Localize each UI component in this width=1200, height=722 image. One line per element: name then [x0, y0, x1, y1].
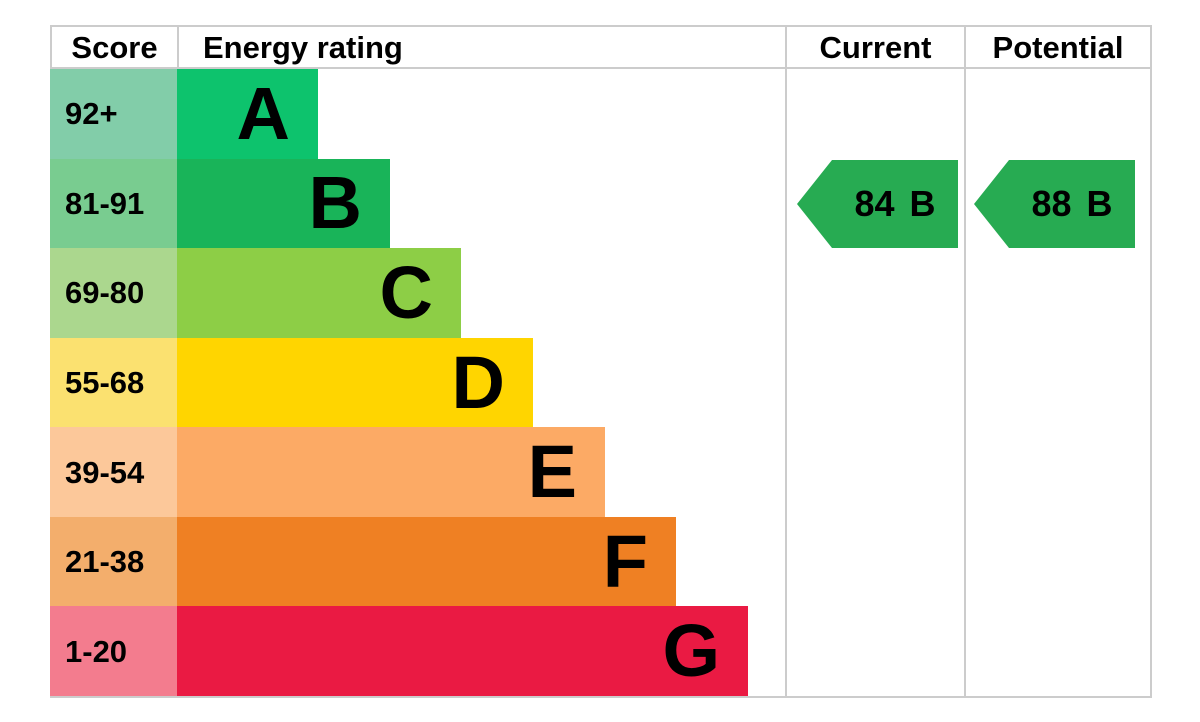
chart-header-row: Score Energy rating Current Potential [50, 25, 1152, 69]
score-range-c: 69-80 [50, 248, 177, 338]
potential-rating-arrow: 88 B [974, 160, 1135, 248]
score-range-f: 21-38 [50, 516, 177, 607]
band-row-a: 92+ A [50, 69, 785, 159]
current-column: 84 B [785, 69, 964, 696]
potential-score-value: 88 [1031, 183, 1072, 224]
band-bar-e: E [177, 427, 605, 517]
score-range-e: 39-54 [50, 427, 177, 517]
header-current: Current [785, 27, 964, 67]
header-potential: Potential [964, 27, 1152, 67]
band-row-b: 81-91 B [50, 158, 785, 249]
band-bar-f: F [177, 516, 676, 607]
score-range-a: 92+ [50, 69, 177, 159]
band-row-d: 55-68 D [50, 337, 785, 428]
band-row-g: 1-20 G [50, 606, 785, 697]
chart-body: 92+ A 81-91 B 69-80 C 55-68 D 39-54 E 21-38 F 1-20 G … [50, 69, 1152, 698]
band-bar-d: D [177, 337, 533, 428]
band-bar-b: B [177, 158, 390, 249]
epc-chart: Score Energy rating Current Potential 92… [50, 25, 1152, 698]
band-row-e: 39-54 E [50, 427, 785, 517]
current-grade-letter: B [909, 183, 936, 224]
potential-grade-letter: B [1086, 183, 1113, 224]
bands-area: 92+ A 81-91 B 69-80 C 55-68 D 39-54 E 21-38 F 1-20 G [50, 69, 785, 697]
band-bar-a: A [177, 69, 318, 159]
header-score: Score [50, 27, 177, 67]
potential-column: 88 B [964, 69, 1152, 696]
current-rating-arrow: 84 B [797, 160, 958, 248]
score-range-d: 55-68 [50, 337, 177, 428]
band-row-f: 21-38 F [50, 516, 785, 607]
current-score-value: 84 [854, 183, 895, 224]
band-row-c: 69-80 C [50, 248, 785, 338]
score-range-g: 1-20 [50, 606, 177, 697]
header-energy-rating: Energy rating [177, 27, 785, 67]
band-bar-g: G [177, 606, 748, 697]
score-range-b: 81-91 [50, 158, 177, 249]
band-bar-c: C [177, 248, 461, 338]
